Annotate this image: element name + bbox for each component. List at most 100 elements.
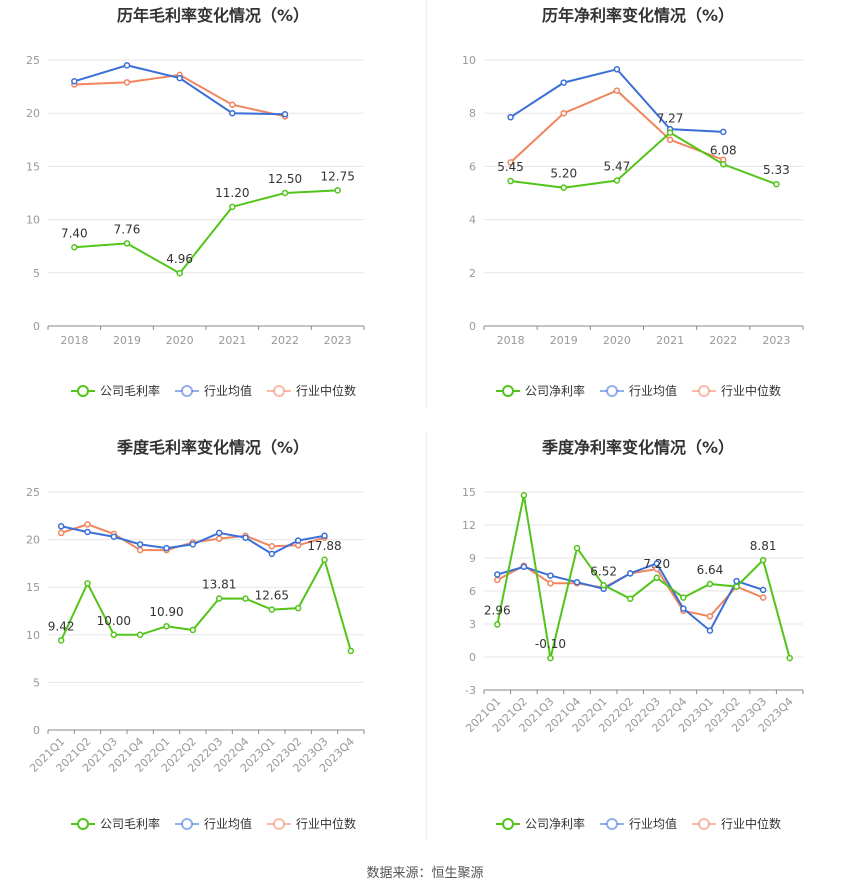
x-tick-label: 2023 [762,334,790,347]
data-point-avg [626,570,634,577]
data-point-median [759,594,767,601]
y-tick-label: 20 [26,534,40,547]
legend-dot [605,817,618,830]
data-label: -0.10 [535,637,566,651]
data-point-avg [110,533,118,540]
data-point-median [123,79,131,86]
data-point-company [110,631,118,639]
data-point-company [229,203,236,211]
legend-label: 行业中位数 [296,817,357,831]
legend-dot [180,384,193,397]
data-point-company [547,654,554,662]
y-tick-label: 25 [26,486,40,499]
legend-dot [180,817,193,830]
legend-marker-icon [599,817,624,830]
annual-net-margin-panel: 历年净利率变化情况（%） 0 2 4 6 8 10 2018 2019 2020 2021 2022… [426,0,850,410]
chart-title: 季度净利率变化情况（%） [541,438,735,457]
legend-item-company[interactable]: 公司毛利率 [70,815,160,832]
data-point-avg [520,563,528,571]
data-point-company [242,595,249,602]
legend-label: 行业均值 [203,384,252,398]
legend-item-median[interactable]: 行业中位数 [266,815,356,832]
data-point-avg [613,66,621,73]
legend-marker-icon [70,817,95,830]
legend-dot [501,817,514,830]
data-label: 7.20 [643,557,670,571]
data-label: 10.00 [97,614,131,628]
data-point-avg [653,560,661,567]
data-point-median [613,87,621,94]
y-tick-label: 20 [26,107,40,120]
data-label: 12.50 [268,172,302,186]
legend-marker-icon [495,384,520,397]
data-point-median [268,543,276,550]
data-point-avg [229,109,236,117]
y-tick-label: 0 [469,320,476,333]
y-tick-label: 0 [33,320,40,333]
legend-item-avg[interactable]: 行业均值 [174,815,252,832]
legend-dot [273,817,285,830]
data-point-company [84,580,91,587]
data-label: 5.45 [497,160,524,174]
data-label: 4.96 [166,252,193,266]
legend-label: 行业中位数 [721,384,782,398]
data-point-median [84,521,91,528]
legend-marker-icon [174,384,199,397]
y-tick-label: 6 [469,160,476,173]
y-tick-label: 10 [26,214,40,227]
data-point-company [666,129,674,136]
legend-item-avg[interactable]: 行业均值 [599,382,677,399]
legend-label: 公司毛利率 [99,384,160,398]
legend-item-avg[interactable]: 行业均值 [599,815,677,832]
legend-item-company[interactable]: 公司毛利率 [70,382,160,399]
y-tick-label: 15 [26,160,40,173]
data-point-median [229,101,236,108]
y-tick-label: 9 [469,552,476,565]
x-tick-label: 2019 [113,334,141,347]
legend-item-company[interactable]: 公司净利率 [495,382,585,399]
data-label: 5.47 [604,159,631,173]
data-point-median [560,109,567,117]
x-tick-label: 2019 [550,334,578,347]
y-tick-label: 5 [33,267,40,280]
chart-legend[interactable]: 公司毛利率 行业均值 行业中位数 [0,815,426,832]
x-tick-label: 2018 [497,334,525,347]
chart-legend[interactable]: 公司净利率 行业均值 行业中位数 [426,815,850,832]
quarterly-gross-margin-chart: 05101520252021Q12021Q22021Q32021Q42022Q1… [26,486,365,775]
x-tick-label: 2023 [324,334,352,347]
data-point-company [71,244,78,251]
data-label: 11.20 [215,186,249,200]
x-tick-label: 2018 [60,334,88,347]
y-tick-label: 2 [469,267,476,280]
legend-item-median[interactable]: 行业中位数 [691,382,781,399]
data-label: 17.88 [307,539,341,553]
data-point-company [215,595,223,602]
data-label: 6.08 [710,143,737,157]
legend-item-median[interactable]: 行业中位数 [266,382,356,399]
legend-item-median[interactable]: 行业中位数 [691,815,781,832]
y-tick-label: 25 [26,54,40,67]
data-point-median [57,529,65,537]
series-line-company [74,189,338,275]
data-point-avg [759,586,767,594]
chart-legend[interactable]: 公司毛利率 行业均值 行业中位数 [0,382,426,399]
y-tick-label: 10 [26,629,40,642]
data-point-company [136,631,144,639]
y-tick-label: 0 [469,651,476,664]
data-point-avg [547,572,554,579]
data-label: 5.33 [763,163,790,177]
legend-label: 行业均值 [628,384,677,398]
data-point-company [294,604,302,612]
data-point-avg [71,78,78,85]
annual-gross-margin-chart: 0 5 10 15 20 25 2018 2019 2020 2021 2022 2023 7.40 7.… [26,54,365,347]
legend-item-avg[interactable]: 行业均值 [174,382,252,399]
chart-legend[interactable]: 公司净利率 行业均值 行业中位数 [426,382,850,399]
data-point-median [215,535,223,542]
data-point-company [560,184,567,191]
data-point-company [626,595,634,602]
legend-item-company[interactable]: 公司净利率 [495,815,585,832]
data-label: 9.42 [48,619,75,633]
y-tick-label: -3 [465,684,476,697]
data-point-avg [720,128,727,136]
